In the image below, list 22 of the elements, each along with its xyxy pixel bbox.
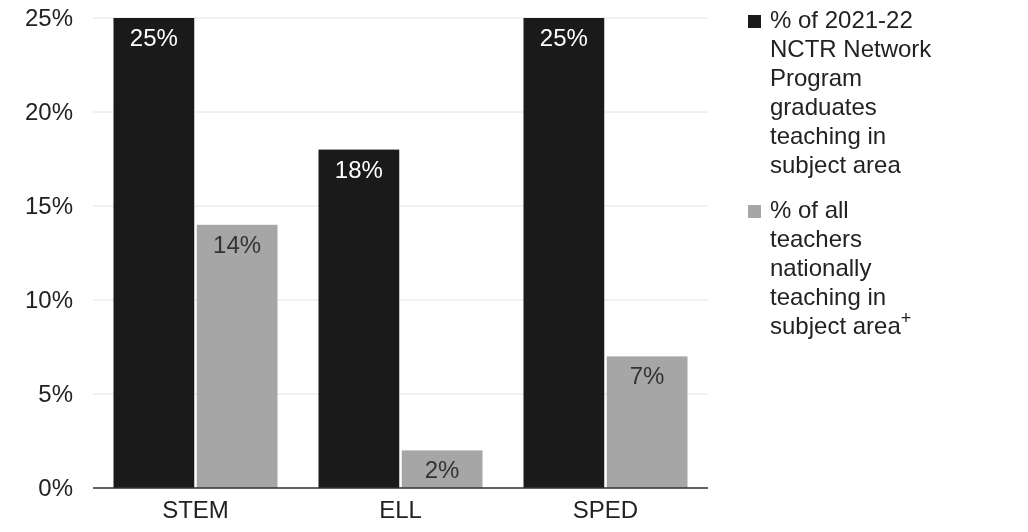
bar [113,18,195,488]
y-tick-label: 15% [24,192,73,220]
y-tick-label: 20% [24,98,73,126]
y-tick-label: 0% [38,474,73,502]
data-label: 25% [539,24,588,51]
bar [606,356,688,488]
y-tick-label: 25% [24,4,73,32]
bar [318,149,400,488]
y-tick-label: 5% [38,380,73,408]
data-label: 7% [629,362,665,390]
bar [196,224,278,488]
y-tick-label: 10% [24,286,73,314]
legend-label: % of 2021-22 NCTR Network Program graduates teaching in subject area [770,6,933,178]
legend-label: % of all teachers nationally teaching in subject area$^{+}$ [770,196,912,339]
data-label: 18% [334,155,383,183]
data-label: 2% [424,456,460,484]
data-label: 14% [213,230,262,258]
data-label: 25% [129,24,178,51]
bar [523,18,605,488]
x-tick-label: ELL [379,496,422,523]
x-tick-label: SPED [572,496,639,523]
x-tick-label: STEM [162,496,229,523]
